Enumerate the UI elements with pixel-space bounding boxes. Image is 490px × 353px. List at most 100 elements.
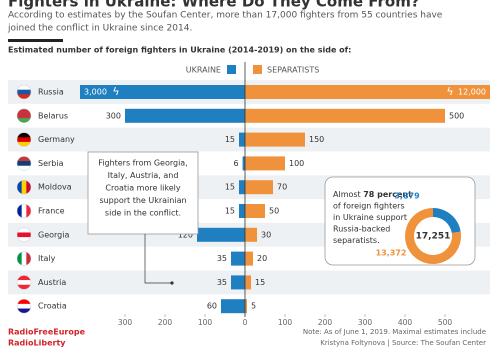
flag-stripe	[17, 108, 31, 114]
bar	[245, 227, 257, 242]
donut-text: of foreign fighters	[333, 202, 405, 211]
flag-stripe	[17, 303, 31, 309]
flag	[16, 156, 32, 171]
flag	[16, 132, 32, 147]
bar	[239, 204, 245, 218]
logo: RadioLiberty	[8, 339, 66, 348]
flag-stripe	[17, 204, 22, 218]
flag-stripe	[17, 137, 31, 143]
value-label: 15	[225, 183, 235, 192]
flag-stripe	[21, 204, 27, 218]
value-label: 6	[234, 159, 239, 168]
donut-highlight: 78 percent	[363, 190, 412, 199]
x-tick-label: 200	[158, 318, 173, 327]
category-label: Russia	[38, 88, 64, 97]
note-text: Fighters from Georgia,	[98, 159, 188, 168]
value-label: 500	[449, 111, 464, 120]
flag-ring	[16, 275, 32, 290]
flag-stripe	[21, 251, 27, 266]
flag-ring	[16, 227, 32, 243]
category-label: Austria	[38, 278, 66, 287]
flag-stripe	[17, 132, 31, 138]
category-label: Georgia	[38, 230, 69, 239]
category-label: Belarus	[38, 111, 68, 120]
flag-ring	[16, 156, 32, 171]
donut-label: 13,372	[376, 249, 407, 258]
donut-total: 17,251	[416, 232, 451, 242]
donut-label: 3,879	[394, 192, 420, 201]
donut-lead: Almost	[333, 190, 361, 199]
flag-body	[17, 180, 31, 195]
flag-stripe	[17, 251, 22, 266]
note-connector	[144, 234, 172, 284]
bar	[245, 132, 305, 147]
value-label: 35	[217, 278, 227, 287]
flag-stripe	[17, 94, 31, 99]
flag-ring	[16, 251, 32, 266]
bar	[245, 299, 247, 314]
x-tick-label: 100	[278, 318, 293, 327]
bar	[80, 85, 245, 99]
flag-stripe	[17, 180, 22, 195]
flag-ring	[16, 132, 32, 147]
flag-body	[17, 251, 31, 266]
flag	[16, 179, 32, 195]
footer: Kristyna Foltynova | Source: The Soufan …	[320, 339, 486, 347]
flag-body	[17, 132, 31, 147]
flag-stripe	[26, 204, 31, 218]
flag-stripe	[17, 85, 31, 90]
bar	[239, 132, 245, 147]
break-mark: ϟ	[446, 85, 453, 98]
flag-ring	[16, 84, 32, 100]
flag-body	[17, 108, 31, 123]
x-tick-label: 0	[243, 318, 248, 327]
flag-body	[17, 204, 31, 218]
note-text: Croatia more likely	[105, 184, 181, 193]
value-label: 30	[261, 230, 271, 239]
flag-stripe	[17, 284, 31, 290]
value-label: 12,000	[458, 88, 486, 97]
value-label: 15	[225, 135, 235, 144]
bar	[231, 275, 245, 290]
bar	[245, 204, 265, 218]
donut-text: in Ukraine support	[333, 213, 407, 222]
note-box	[87, 151, 199, 235]
bar	[245, 180, 273, 195]
flag	[16, 84, 32, 100]
category-label: Croatia	[38, 302, 67, 311]
flag	[16, 298, 32, 314]
flag-ring	[16, 298, 32, 314]
flag-stripe	[26, 251, 31, 266]
category-label: Italy	[38, 254, 56, 263]
rule	[8, 39, 63, 42]
category-label: France	[38, 207, 65, 216]
bar	[242, 156, 245, 171]
note-text: side in the conflict.	[105, 209, 181, 218]
logo: RadioFreeEurope	[8, 328, 86, 337]
flag-stripe	[17, 141, 31, 147]
flag	[16, 203, 32, 219]
bar	[245, 275, 251, 290]
flag-body	[17, 156, 31, 171]
donut-slice	[433, 208, 461, 234]
legend-label: UKRAINE	[186, 66, 221, 75]
category-label: Moldova	[38, 183, 72, 192]
bar	[245, 85, 490, 99]
flag-stripe	[17, 237, 31, 242]
footer: Note: As of June 1, 2019. Maximal estima…	[303, 328, 486, 336]
legend-swatch	[227, 65, 236, 74]
flag-body	[17, 227, 31, 242]
x-tick-label: 300	[358, 318, 373, 327]
flag	[16, 108, 32, 124]
value-label: 3,000	[84, 88, 107, 97]
bar	[125, 108, 245, 123]
note-text: support the Ukrainian	[99, 196, 186, 205]
flag-stripe	[17, 113, 31, 119]
value-label: 50	[269, 207, 279, 216]
flag-body	[17, 275, 31, 290]
subtitle: According to estimates by the Soufan Cen…	[8, 11, 443, 21]
bar	[245, 108, 445, 123]
bar	[231, 251, 245, 266]
flag-stripe	[17, 156, 31, 162]
